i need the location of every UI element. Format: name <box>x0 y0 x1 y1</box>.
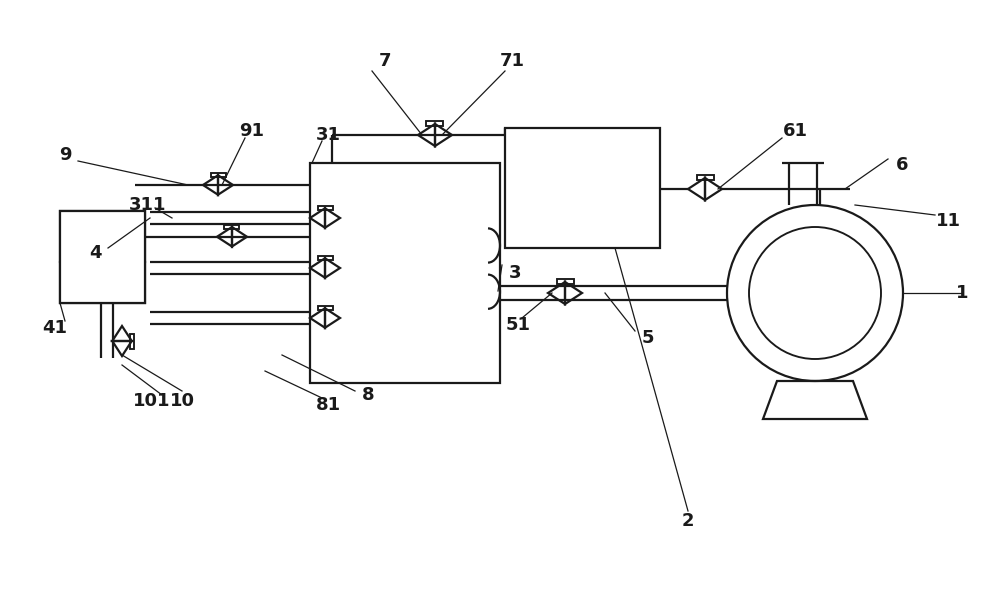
Bar <box>426 121 443 126</box>
Circle shape <box>727 205 903 381</box>
Text: 9: 9 <box>59 146 71 164</box>
Bar <box>210 173 226 177</box>
Bar <box>310 163 500 383</box>
Bar <box>505 128 660 248</box>
Circle shape <box>749 227 881 359</box>
Bar <box>60 211 145 303</box>
Bar <box>696 175 714 180</box>
Text: 8: 8 <box>362 386 374 404</box>
Text: 11: 11 <box>936 212 960 230</box>
Text: 7: 7 <box>379 52 391 70</box>
Text: 10: 10 <box>170 392 194 410</box>
Text: 61: 61 <box>782 122 808 140</box>
Bar <box>318 256 332 260</box>
Bar <box>318 306 332 310</box>
Text: 2: 2 <box>682 512 694 530</box>
Bar <box>60 211 145 262</box>
Text: 71: 71 <box>500 52 524 70</box>
Bar <box>130 333 134 349</box>
Text: 31: 31 <box>316 126 340 144</box>
Text: 5: 5 <box>642 329 654 347</box>
Text: 81: 81 <box>315 396 341 414</box>
Text: 1: 1 <box>956 284 968 302</box>
Text: 6: 6 <box>896 156 908 174</box>
Text: 41: 41 <box>43 319 68 337</box>
Bar <box>318 206 332 210</box>
Text: 311: 311 <box>129 196 167 214</box>
Text: 91: 91 <box>240 122 264 140</box>
Bar <box>60 262 145 303</box>
Bar <box>224 225 239 229</box>
Text: 101: 101 <box>133 392 171 410</box>
Text: 3: 3 <box>509 264 521 282</box>
Bar <box>556 279 574 284</box>
Text: 51: 51 <box>506 316 530 334</box>
Text: 4: 4 <box>89 244 101 262</box>
